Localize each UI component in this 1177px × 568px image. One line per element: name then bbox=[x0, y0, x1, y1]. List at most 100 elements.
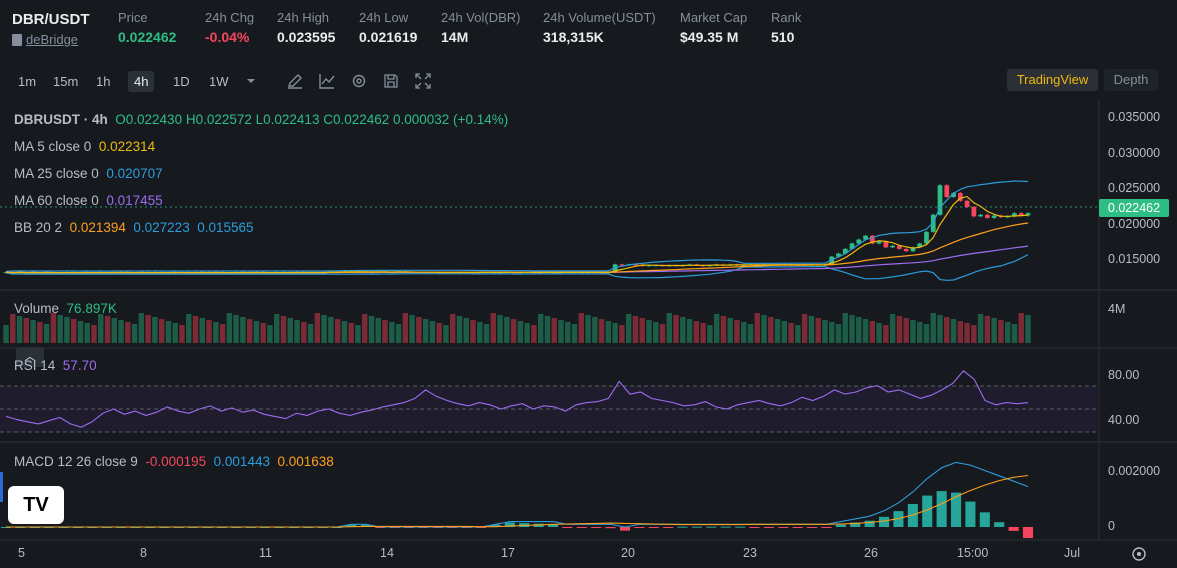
tradingview-logo[interactable]: TV bbox=[8, 486, 64, 524]
interval-1d[interactable]: 1D bbox=[173, 74, 190, 89]
volume-bar bbox=[625, 314, 632, 343]
volume-bar bbox=[551, 318, 557, 343]
price-tick: 0.025000 bbox=[1108, 181, 1161, 195]
volume-bar bbox=[524, 323, 530, 343]
volume-bar bbox=[917, 322, 923, 343]
volume-bar bbox=[422, 319, 429, 343]
legend-ma5[interactable]: MA 5 close 0 0.022314 bbox=[14, 139, 155, 154]
volume-bar bbox=[1011, 324, 1018, 343]
issuer-link[interactable]: deBridge bbox=[12, 32, 78, 47]
macd-histogram-bar bbox=[677, 526, 688, 528]
chart-area[interactable]: DBRUSDT · 4h O0.022430 H0.022572 L0.0224… bbox=[0, 100, 1177, 568]
volume-bar bbox=[747, 324, 754, 343]
volume-bar bbox=[152, 317, 158, 343]
macd-histogram-bar bbox=[691, 526, 702, 528]
chevron-down-icon[interactable] bbox=[242, 72, 260, 90]
macd-histogram-bar bbox=[749, 527, 760, 528]
volume-bar bbox=[1025, 315, 1031, 343]
chart-canvas[interactable] bbox=[0, 100, 1177, 568]
macd-histogram-bar bbox=[965, 501, 976, 527]
volume-bar bbox=[138, 313, 145, 343]
volume-bar bbox=[3, 325, 9, 343]
volume-bar bbox=[497, 315, 503, 343]
indicator-chart-icon[interactable] bbox=[318, 72, 336, 90]
candle-body bbox=[924, 231, 929, 244]
volume-bar bbox=[822, 320, 828, 343]
volume-bar bbox=[815, 318, 821, 343]
volume-bar bbox=[287, 318, 293, 343]
candle-body bbox=[876, 241, 882, 244]
volume-bar bbox=[598, 319, 605, 343]
interval-15m[interactable]: 15m bbox=[53, 74, 79, 89]
macd-histogram-bar bbox=[504, 522, 515, 527]
volume-bar bbox=[659, 324, 666, 343]
candle-body bbox=[951, 193, 956, 197]
stat-label: Rank bbox=[771, 10, 802, 25]
volume-bar bbox=[104, 316, 111, 343]
interval-1m[interactable]: 1m bbox=[18, 74, 37, 89]
tab-depth[interactable]: Depth bbox=[1104, 69, 1158, 91]
volume-bar bbox=[483, 324, 490, 343]
gear-icon[interactable] bbox=[350, 72, 368, 90]
macd-histogram-bar bbox=[591, 527, 602, 528]
x-axis-label: 23 bbox=[743, 546, 757, 560]
volume-bar bbox=[869, 321, 876, 343]
volume-bar bbox=[585, 315, 591, 343]
tab-tradingview[interactable]: TradingView bbox=[1007, 69, 1098, 91]
stat-rank: Rank 510 bbox=[771, 10, 801, 45]
volume-bar bbox=[375, 318, 381, 343]
interval-1h[interactable]: 1h bbox=[96, 74, 111, 89]
volume-bar bbox=[50, 313, 57, 343]
candle-body bbox=[883, 241, 889, 248]
pair-title[interactable]: DBR/USDT bbox=[12, 11, 90, 28]
volume-bar bbox=[693, 321, 700, 343]
stat-label: 24h Chg bbox=[205, 10, 255, 25]
volume-bar bbox=[795, 325, 801, 343]
volume-bar bbox=[856, 317, 862, 343]
interval-4h[interactable]: 4h bbox=[128, 71, 155, 92]
legend-ma60[interactable]: MA 60 close 0 0.017455 bbox=[14, 193, 163, 208]
volume-bar bbox=[578, 313, 585, 343]
macd-histogram-bar bbox=[922, 495, 933, 527]
draw-pencil-icon[interactable] bbox=[286, 72, 304, 90]
x-axis-label: 20 bbox=[621, 546, 635, 560]
volume-bar bbox=[842, 313, 848, 343]
save-icon[interactable] bbox=[382, 72, 400, 90]
candle-body bbox=[991, 215, 997, 218]
volume-bar bbox=[910, 320, 916, 343]
legend-ma25[interactable]: MA 25 close 0 0.020707 bbox=[14, 166, 163, 181]
fullscreen-icon[interactable] bbox=[414, 72, 432, 90]
volume-bar bbox=[131, 324, 138, 343]
volume-bar bbox=[321, 315, 327, 343]
volume-bar bbox=[253, 321, 260, 343]
volume-bar bbox=[565, 322, 571, 343]
stat-label: 24h Low bbox=[359, 10, 409, 25]
volume-bar bbox=[734, 320, 740, 343]
volume-bar bbox=[862, 319, 869, 343]
volume-bar bbox=[172, 323, 178, 343]
settings-gear-icon[interactable] bbox=[1132, 547, 1146, 561]
collapse-legend-button[interactable]: ︿ bbox=[16, 347, 44, 367]
candle-body bbox=[863, 235, 868, 240]
legend-value: 0.017455 bbox=[106, 193, 163, 208]
legend-bb[interactable]: BB 20 2 0.021394 0.027223 0.015565 bbox=[14, 220, 254, 235]
stat-24h-vol-quote: 24h Volume(USDT) 318,315K bbox=[543, 10, 656, 45]
volume-bar bbox=[280, 316, 287, 343]
current-price-tag: 0.022462 bbox=[1099, 199, 1169, 217]
volume-bar bbox=[30, 320, 36, 343]
macd-histogram-bar bbox=[821, 527, 832, 528]
volume-bar bbox=[639, 318, 645, 343]
volume-bar bbox=[77, 321, 84, 343]
volume-bar bbox=[294, 320, 300, 343]
stat-value: 510 bbox=[771, 29, 795, 45]
volume-bar bbox=[355, 325, 361, 343]
candle-body bbox=[957, 193, 963, 201]
candle-body bbox=[132, 272, 137, 274]
volume-bar bbox=[395, 324, 402, 343]
volume-bar bbox=[646, 320, 652, 343]
issuer-label[interactable]: deBridge bbox=[26, 32, 79, 47]
interval-1w[interactable]: 1W bbox=[209, 74, 229, 89]
volume-bar bbox=[470, 320, 476, 343]
legend-label: MA 5 close 0 bbox=[14, 139, 92, 154]
candle-body bbox=[978, 214, 983, 217]
